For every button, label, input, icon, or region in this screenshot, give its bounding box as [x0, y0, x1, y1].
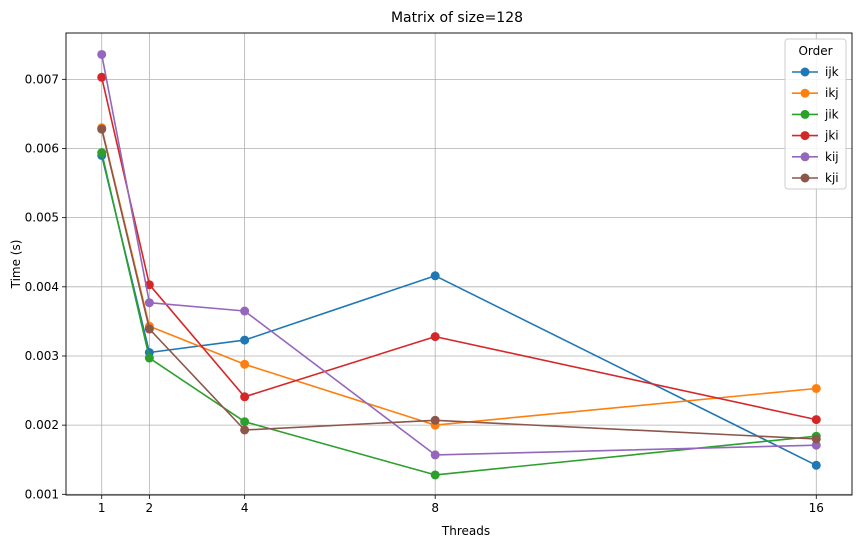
- data-point-kij: [811, 440, 821, 450]
- x-tick-label: 2: [146, 501, 154, 515]
- x-tick-label: 8: [431, 501, 439, 515]
- data-point-jki: [97, 72, 107, 82]
- series-line-kji: [100, 128, 817, 440]
- data-point-kji: [240, 425, 250, 435]
- series-lines: [97, 49, 821, 480]
- x-axis-title: Threads: [441, 524, 490, 538]
- data-point-jki: [430, 332, 440, 342]
- grid: [66, 33, 852, 495]
- y-tick-label: 0.006: [25, 142, 59, 156]
- series-line-kij: [100, 54, 817, 456]
- series-line-ikj: [100, 127, 817, 426]
- legend-title: Order: [798, 44, 832, 58]
- legend-label: jki: [824, 129, 839, 143]
- series-line-jik: [100, 152, 817, 476]
- legend-swatch-marker: [800, 131, 810, 141]
- series-kij: [97, 49, 821, 460]
- data-point-jki: [240, 392, 250, 402]
- data-point-jik: [97, 148, 107, 158]
- data-point-kji: [811, 434, 821, 444]
- legend-label: ikj: [825, 86, 839, 100]
- legend-swatch-marker: [800, 152, 810, 162]
- series-line-ijk: [100, 155, 817, 467]
- x-tick-label: 4: [241, 501, 249, 515]
- x-tick-label: 16: [809, 501, 824, 515]
- data-point-kji: [430, 415, 440, 425]
- data-point-kij: [144, 298, 154, 308]
- data-point-jik: [144, 353, 154, 363]
- legend-item-kji: kji: [792, 171, 839, 185]
- x-axis: 1 2 4 8 16: [98, 495, 824, 515]
- y-tick-label: 0.005: [25, 211, 59, 225]
- data-point-ijk: [240, 335, 250, 345]
- data-point-ikj: [240, 359, 250, 369]
- data-point-kij: [240, 306, 250, 316]
- data-point-kij: [97, 49, 107, 59]
- legend-item-jik: jik: [792, 107, 839, 121]
- series-jik: [97, 148, 821, 480]
- data-point-jik: [430, 470, 440, 480]
- data-point-kij: [430, 450, 440, 460]
- y-tick-label: 0.004: [25, 280, 59, 294]
- data-point-jik: [240, 417, 250, 427]
- series-line-jki: [100, 77, 817, 421]
- y-tick-label: 0.003: [25, 349, 59, 363]
- plot-frame: [65, 32, 853, 496]
- series-ikj: [97, 123, 821, 430]
- legend-label: jik: [824, 107, 839, 121]
- data-point-ikj: [811, 383, 821, 393]
- data-point-ijk: [811, 460, 821, 470]
- legend-swatch-marker: [800, 109, 810, 119]
- legend-label: kij: [825, 150, 839, 164]
- y-axis-title: Time (s): [9, 240, 23, 290]
- y-tick-label: 0.007: [25, 72, 59, 86]
- data-point-kji: [144, 324, 154, 334]
- y-tick-label: 0.002: [25, 418, 59, 432]
- legend-swatch-marker: [800, 173, 810, 183]
- x-tick-label: 1: [98, 501, 106, 515]
- legend-swatch-marker: [800, 67, 810, 77]
- data-point-ijk: [430, 271, 440, 281]
- y-tick-label: 0.001: [25, 487, 59, 501]
- legend: Order ijk ikj jik jki kij kji: [784, 38, 847, 190]
- y-axis: 0.001 0.002 0.003 0.004 0.005 0.006 0.007: [25, 72, 66, 501]
- legend-item-ikj: ikj: [792, 86, 839, 100]
- chart-title: Matrix of size=128: [391, 10, 523, 26]
- legend-item-jki: jki: [792, 129, 839, 143]
- legend-label: kji: [825, 171, 839, 185]
- legend-swatch-marker: [800, 88, 810, 98]
- legend-item-kij: kij: [792, 150, 839, 164]
- data-point-kji: [97, 124, 107, 134]
- data-point-jki: [811, 415, 821, 425]
- series-kji: [97, 124, 821, 444]
- series-jki: [97, 72, 821, 425]
- legend-label: ijk: [825, 65, 839, 79]
- legend-item-ijk: ijk: [792, 65, 839, 79]
